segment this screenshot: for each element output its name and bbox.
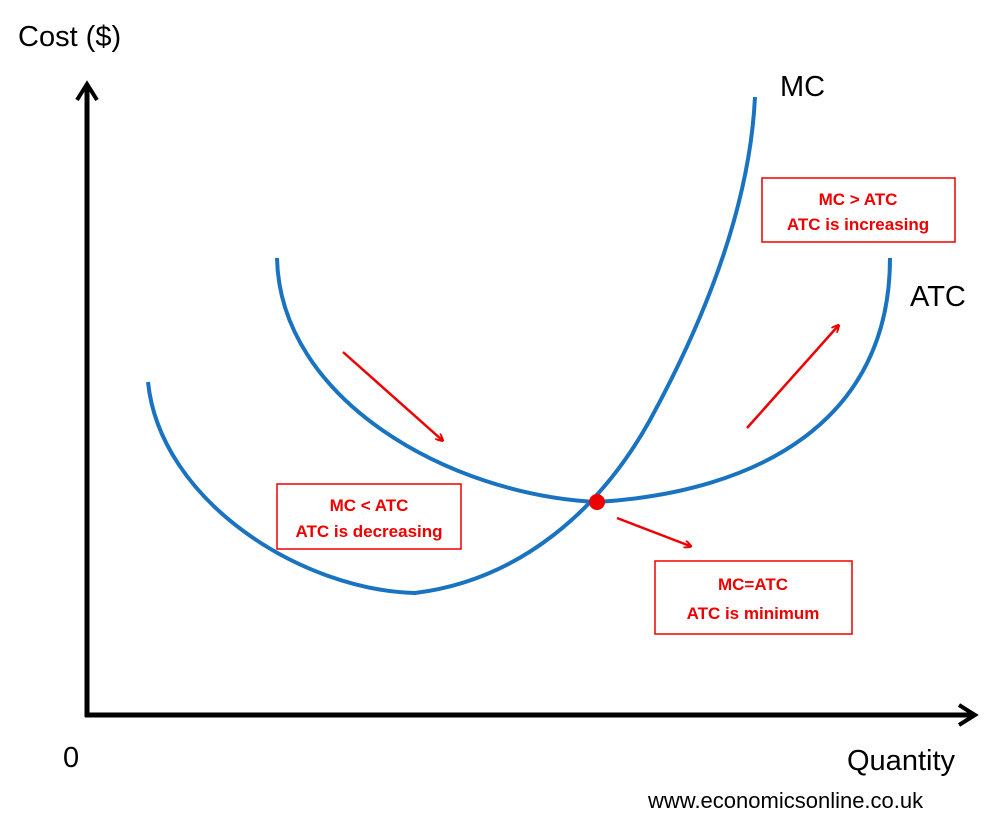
annotation-text: MC < ATC — [330, 496, 409, 515]
annotation-text: MC > ATC — [819, 190, 898, 209]
annotation-text: MC=ATC — [718, 575, 788, 594]
annotation-box — [276, 483, 462, 550]
curve-label: MC — [780, 71, 825, 103]
curve-label: ATC — [910, 281, 966, 313]
annotation-text: ATC is decreasing — [295, 522, 442, 541]
arrow — [342, 351, 442, 440]
x-axis-label: Quantity — [847, 745, 955, 777]
footer: www.economicsonline.co.uk — [647, 788, 924, 813]
arrow — [616, 516, 690, 546]
atc-curve — [275, 257, 892, 505]
origin-label: 0 — [63, 742, 79, 774]
annotation-box — [761, 177, 956, 243]
annotation-text: ATC is increasing — [787, 215, 929, 234]
arrow — [746, 326, 838, 429]
annotation-box — [654, 560, 853, 635]
y-axis-label: Cost ($) — [18, 21, 121, 53]
annotation-text: ATC is minimum — [687, 604, 820, 623]
mc-curve — [146, 96, 757, 596]
intersection-point — [589, 494, 605, 510]
